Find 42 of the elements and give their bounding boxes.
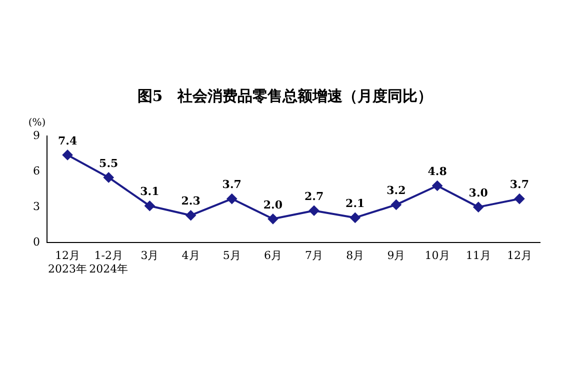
x-tick-label: 9月	[387, 249, 406, 262]
x-tick-label: 12月 2023年	[48, 249, 88, 276]
data-label: 3.7	[510, 178, 530, 192]
point	[104, 172, 114, 182]
x-tick-label: 5月	[222, 249, 241, 262]
data-label: 2.0	[263, 198, 283, 212]
data-label: 2.1	[346, 197, 365, 210]
y-tick-label: 0	[33, 235, 40, 248]
data-label: 3.0	[468, 186, 488, 200]
point	[309, 206, 320, 216]
point	[268, 214, 278, 224]
point	[432, 180, 442, 191]
x-tick-label: 6月	[264, 249, 282, 262]
x-tick-label: 3月	[140, 249, 159, 262]
data-label: 3.2	[386, 184, 406, 198]
y-tick-label: 9	[33, 128, 40, 142]
x-tick-label: 11月	[466, 249, 491, 262]
x-tick-label: 7月	[305, 249, 324, 262]
data-label: 3.1	[140, 185, 160, 198]
point	[144, 200, 155, 211]
x-tick-label: 1-2月 2024年	[89, 249, 128, 276]
x-tick-label: 8月	[346, 249, 364, 262]
data-label: 4.8	[428, 165, 448, 178]
data-label: 7.4	[58, 134, 78, 148]
y-axis-title: (%)	[28, 118, 46, 129]
x-tick-label: 12月	[506, 249, 532, 262]
data-label: 2.3	[181, 194, 200, 208]
point	[226, 194, 237, 204]
point	[62, 150, 73, 160]
point	[350, 212, 360, 223]
point	[391, 200, 402, 210]
y-tick-label: 3	[33, 200, 40, 213]
x-tick-label: 10月	[424, 249, 450, 262]
point	[514, 194, 524, 204]
point	[473, 202, 484, 212]
data-label: 3.7	[222, 178, 242, 192]
x-tick-label: 4月	[182, 249, 200, 262]
data-label: 5.5	[99, 156, 118, 170]
chart-title: 图5 社会消费品零售总额增速（月度同比）	[137, 86, 433, 105]
point	[186, 210, 196, 220]
y-tick-label: 6	[33, 164, 40, 178]
data-label: 2.7	[304, 190, 324, 203]
